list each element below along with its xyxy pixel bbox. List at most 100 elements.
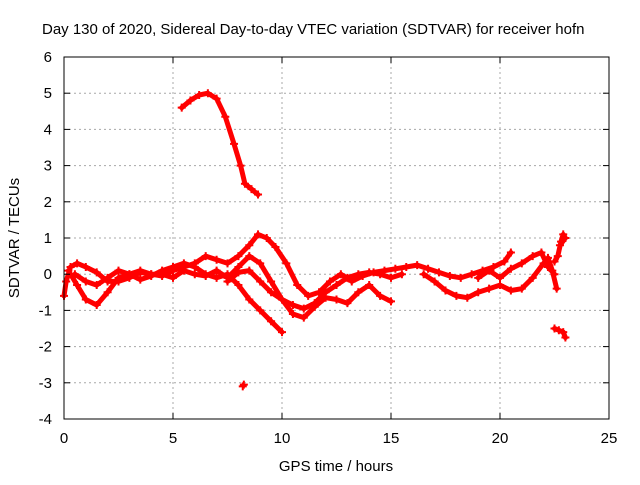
data-point: [517, 259, 526, 268]
data-point: [552, 284, 561, 293]
data-point: [256, 259, 265, 268]
data-point: [559, 328, 568, 337]
data-point: [92, 300, 101, 309]
data-point: [278, 295, 286, 304]
data-point: [485, 266, 494, 275]
data-point: [430, 277, 439, 286]
data-point: [64, 266, 73, 275]
data-point: [463, 293, 472, 302]
data-point: [81, 262, 90, 271]
data-point: [212, 255, 221, 264]
y-tick-label: 4: [44, 121, 52, 138]
data-point: [234, 268, 243, 277]
data-point: [212, 94, 221, 103]
series-arc-g: [550, 230, 570, 266]
data-point: [554, 326, 563, 335]
data-point: [496, 273, 504, 282]
y-tick-label: 0: [44, 266, 52, 283]
data-point: [517, 284, 526, 293]
data-point: [365, 281, 374, 290]
data-point: [73, 259, 82, 268]
data-point: [376, 270, 385, 279]
data-point: [485, 284, 494, 293]
data-point: [267, 317, 276, 326]
series-arc-high: [177, 89, 263, 199]
data-point: [424, 264, 433, 273]
data-point: [223, 259, 232, 268]
data-point: [136, 266, 145, 275]
plot-area: [60, 89, 570, 391]
data-point: [234, 252, 243, 261]
data-point: [445, 272, 454, 281]
data-point: [299, 304, 308, 313]
series-arc-f: [474, 248, 559, 282]
data-point: [245, 252, 254, 261]
data-point: [223, 277, 232, 286]
y-tick-label: 1: [44, 230, 52, 247]
data-point: [245, 266, 254, 275]
y-tick-label: 5: [44, 85, 52, 102]
data-point: [332, 295, 341, 304]
series-arc-a: [60, 230, 515, 300]
data-point: [282, 259, 291, 268]
series-arc-c: [70, 259, 286, 337]
data-point: [288, 310, 297, 319]
data-point: [343, 273, 352, 282]
series-arc-e: [419, 253, 561, 302]
data-point: [441, 286, 450, 295]
data-point: [561, 333, 570, 342]
data-point: [195, 91, 204, 100]
y-tick-label: 3: [44, 158, 52, 175]
data-point: [240, 179, 249, 188]
data-point: [474, 288, 483, 297]
data-point: [256, 277, 265, 286]
data-point: [506, 286, 515, 295]
y-tick-label: -4: [39, 411, 52, 428]
series-trace: [72, 260, 285, 335]
x-tick-label: 5: [169, 430, 177, 447]
data-point: [169, 262, 177, 271]
data-point: [304, 291, 313, 300]
data-point: [354, 288, 363, 297]
data-point: [332, 281, 341, 290]
data-point: [234, 281, 243, 290]
data-point: [354, 270, 363, 279]
data-point: [190, 262, 199, 271]
data-point: [103, 288, 112, 297]
data-point: [376, 291, 385, 300]
y-tick-label: 6: [44, 49, 52, 66]
data-point: [247, 185, 256, 194]
data-point: [92, 281, 101, 290]
data-point: [125, 270, 134, 279]
data-point: [245, 295, 254, 304]
data-point: [236, 161, 245, 170]
data-point: [528, 273, 537, 282]
data-point: [186, 96, 195, 105]
data-point: [528, 252, 537, 261]
x-axis-label: GPS time / hours: [279, 458, 393, 475]
series-trace: [179, 90, 261, 198]
data-point: [456, 273, 465, 282]
data-point: [267, 288, 276, 297]
x-tick-label: 20: [492, 430, 509, 447]
data-point: [537, 248, 546, 257]
data-point: [239, 380, 248, 389]
data-point: [387, 297, 395, 306]
data-point: [278, 328, 286, 337]
data-point: [489, 262, 498, 271]
data-point: [271, 243, 280, 252]
x-axis: 0 5 10 15 20 25: [60, 57, 617, 447]
data-point: [81, 277, 90, 286]
y-axis-label: SDTVAR / TECUs: [6, 178, 23, 298]
series-arc-d: [223, 266, 406, 313]
data-point: [169, 273, 177, 282]
y-tick-label: -2: [39, 339, 52, 356]
data-point: [177, 103, 186, 112]
y-tick-label: -3: [39, 375, 52, 392]
x-tick-label: 10: [274, 430, 291, 447]
data-point: [212, 273, 221, 282]
data-point: [223, 270, 232, 279]
data-point: [500, 257, 509, 266]
data-point: [254, 230, 263, 239]
